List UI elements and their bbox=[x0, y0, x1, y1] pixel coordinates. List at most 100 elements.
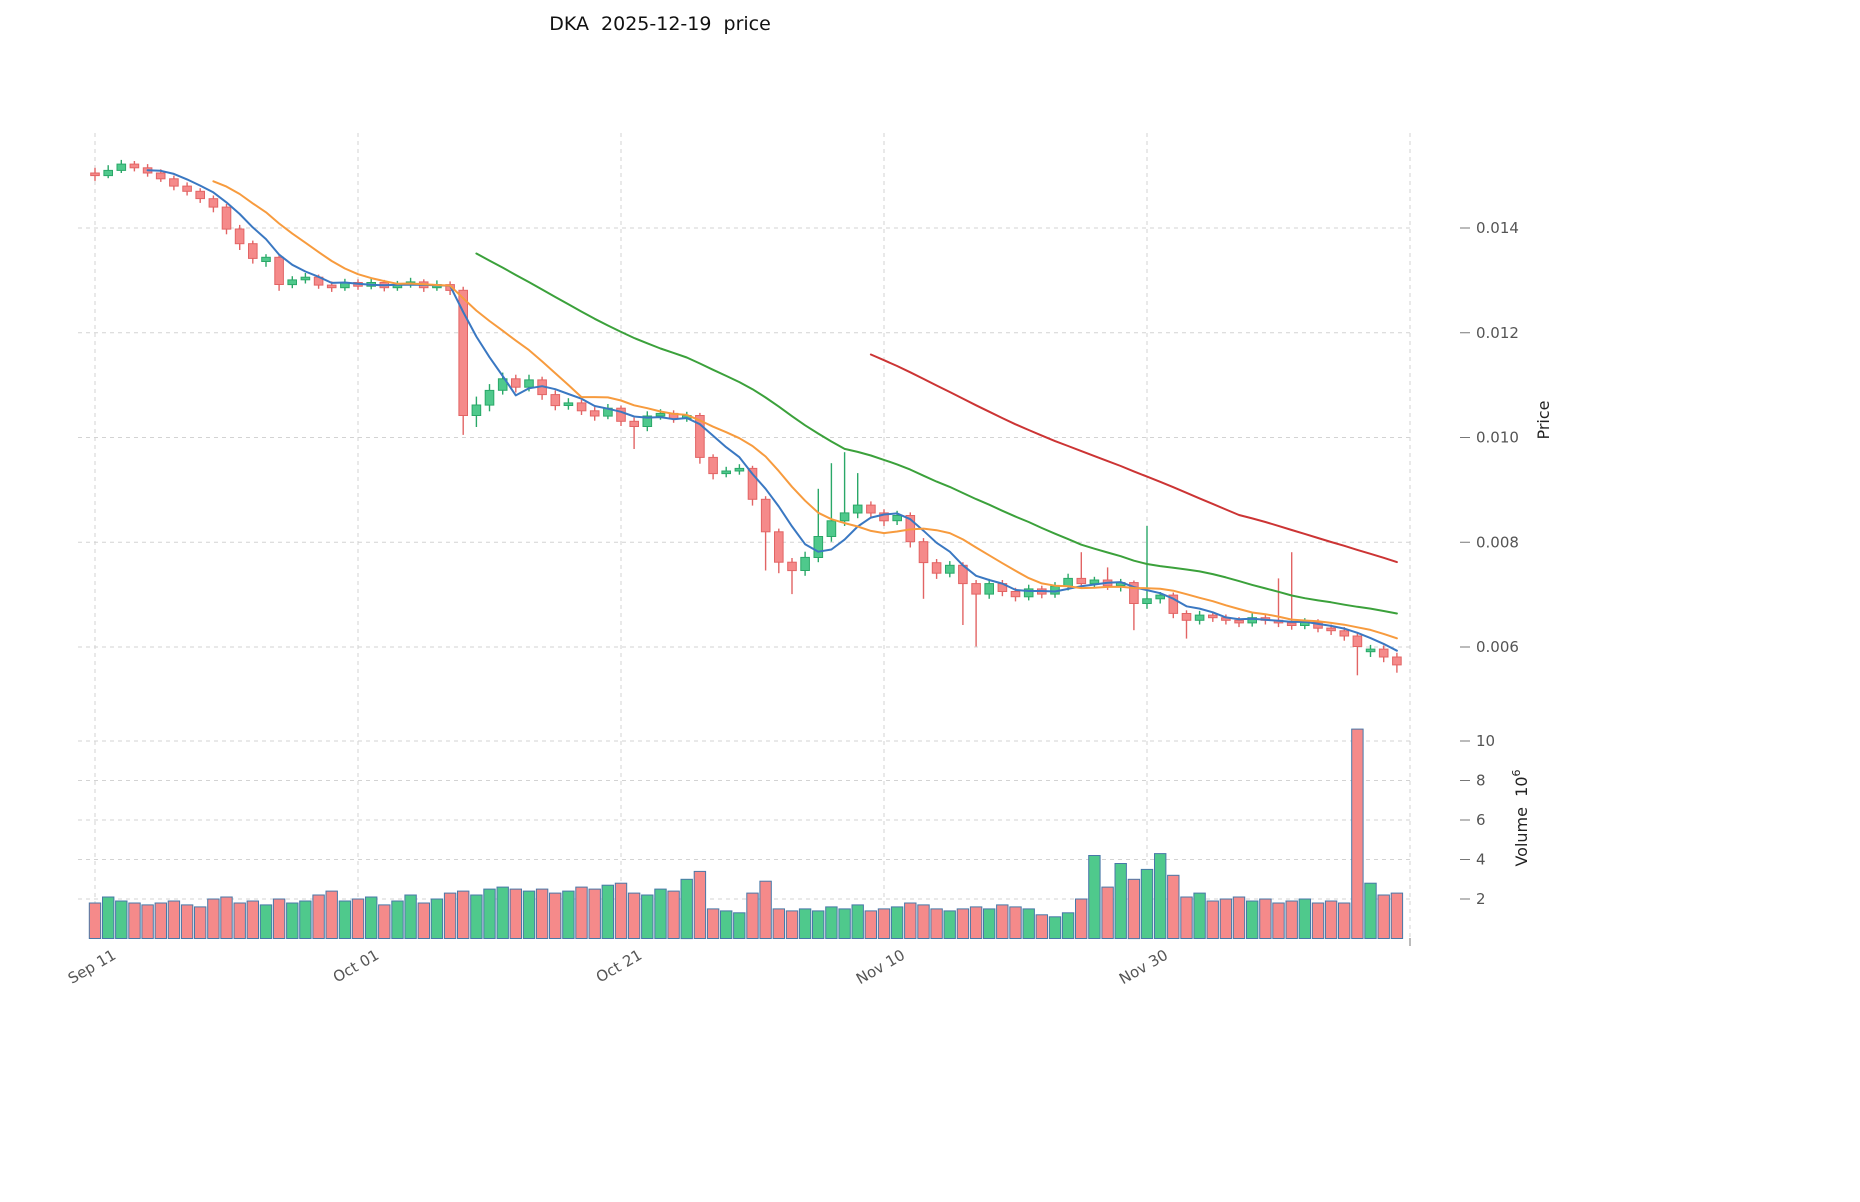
candle-body bbox=[655, 412, 666, 417]
volume-bar bbox=[115, 900, 128, 939]
candle-body bbox=[589, 410, 600, 417]
volume-bar bbox=[588, 888, 601, 939]
candle-body bbox=[300, 276, 311, 281]
candle-body bbox=[1142, 598, 1152, 604]
price-axis-label: Price bbox=[1534, 400, 1553, 439]
volume-bar bbox=[930, 908, 943, 940]
volume-bar bbox=[1338, 902, 1351, 939]
candle-body bbox=[182, 185, 192, 192]
volume-bar bbox=[1035, 914, 1048, 939]
volume-bar bbox=[733, 912, 746, 939]
volume-bar bbox=[154, 902, 168, 939]
candle-body bbox=[103, 169, 114, 177]
candle-body bbox=[918, 541, 929, 564]
volume-bar bbox=[1259, 898, 1272, 939]
axis-tick-labels: Sep 11 Oct 01 Oct 21 Nov 10 Nov 30 0.014 0.012… bbox=[65, 219, 1519, 988]
volume-bar bbox=[483, 888, 496, 939]
candle-body bbox=[221, 206, 232, 230]
candle-body bbox=[1181, 613, 1192, 621]
candle-body bbox=[129, 163, 140, 169]
candle-body bbox=[839, 512, 850, 522]
volume-bar bbox=[338, 900, 352, 939]
volume-bar bbox=[825, 906, 838, 940]
volume-bar bbox=[601, 884, 614, 940]
volume-bar bbox=[1298, 898, 1311, 939]
price-tick-label: 0.010 bbox=[1476, 429, 1519, 447]
volume-bar bbox=[1206, 900, 1219, 939]
volume-bar bbox=[996, 904, 1009, 940]
volume-bar bbox=[798, 908, 812, 940]
ma-line-60 bbox=[869, 353, 1398, 564]
volume-bar bbox=[917, 904, 930, 940]
candle-body bbox=[1352, 635, 1363, 647]
candle-body bbox=[984, 583, 995, 595]
candlesticks bbox=[90, 159, 1402, 676]
candle-body bbox=[195, 190, 205, 200]
ma-line-5 bbox=[146, 169, 1398, 652]
ma-line-10 bbox=[212, 180, 1398, 640]
volume-bar bbox=[233, 902, 246, 939]
candle-body bbox=[734, 467, 745, 472]
volume-bar bbox=[351, 898, 365, 939]
volume-bar bbox=[128, 902, 141, 939]
candle-body bbox=[721, 470, 732, 475]
volume-bar bbox=[417, 902, 431, 939]
candle-body bbox=[1234, 619, 1244, 624]
candle-body bbox=[116, 163, 127, 171]
volume-bar bbox=[641, 894, 654, 939]
volume-bar bbox=[890, 906, 904, 940]
volume-bar bbox=[562, 890, 575, 939]
volume-bar bbox=[1311, 902, 1325, 939]
candle-body bbox=[800, 556, 810, 572]
candle-body bbox=[892, 515, 903, 522]
candle-body bbox=[1168, 594, 1179, 614]
volume-bar bbox=[1390, 892, 1404, 939]
volume-tick-label: 8 bbox=[1476, 772, 1486, 790]
candle-body bbox=[879, 512, 889, 522]
volume-bar bbox=[969, 906, 983, 940]
candle-body bbox=[616, 407, 626, 422]
candle-body bbox=[326, 284, 337, 289]
candle-body bbox=[234, 228, 245, 245]
x-tick-label: Oct 21 bbox=[593, 946, 645, 986]
volume-bar bbox=[904, 902, 917, 939]
volume-bar bbox=[141, 904, 154, 940]
candle-body bbox=[524, 379, 534, 388]
volume-bar bbox=[1075, 898, 1088, 939]
volume-bars bbox=[88, 728, 1404, 940]
x-tick-label: Nov 30 bbox=[1116, 946, 1171, 988]
candle-body bbox=[169, 178, 179, 187]
volume-bar bbox=[943, 910, 956, 940]
candle-body bbox=[90, 172, 100, 177]
x-tick-label: Oct 01 bbox=[330, 946, 382, 986]
volume-bar bbox=[838, 908, 851, 940]
volume-bar bbox=[1285, 900, 1298, 939]
volume-bar bbox=[1351, 728, 1364, 939]
volume-bar bbox=[325, 890, 338, 939]
volume-bar bbox=[272, 898, 286, 939]
x-tick-label: Sep 11 bbox=[65, 946, 119, 988]
volume-bar bbox=[1167, 874, 1180, 939]
ma-line-30 bbox=[475, 252, 1398, 615]
candle-body bbox=[1326, 627, 1336, 632]
volume-bar bbox=[1232, 896, 1246, 939]
volume-bar bbox=[180, 904, 194, 940]
volume-bar bbox=[680, 878, 693, 940]
candle-body bbox=[208, 198, 219, 208]
volume-bar bbox=[1009, 906, 1022, 940]
price-tick-label: 0.014 bbox=[1476, 219, 1519, 237]
volume-bar bbox=[1324, 900, 1338, 939]
volume-bar bbox=[443, 892, 457, 939]
volume-bar bbox=[286, 902, 299, 939]
volume-bar bbox=[1022, 908, 1035, 940]
candle-body bbox=[248, 243, 258, 259]
volume-bar bbox=[785, 910, 799, 940]
volume-bar bbox=[1101, 886, 1114, 939]
volume-bar bbox=[535, 888, 549, 939]
candle-body bbox=[563, 402, 574, 406]
candle-body bbox=[1286, 622, 1297, 627]
volume-bar bbox=[430, 898, 444, 939]
volume-bar bbox=[391, 900, 404, 939]
volume-bar bbox=[1193, 892, 1206, 939]
candle-body bbox=[1194, 614, 1205, 621]
